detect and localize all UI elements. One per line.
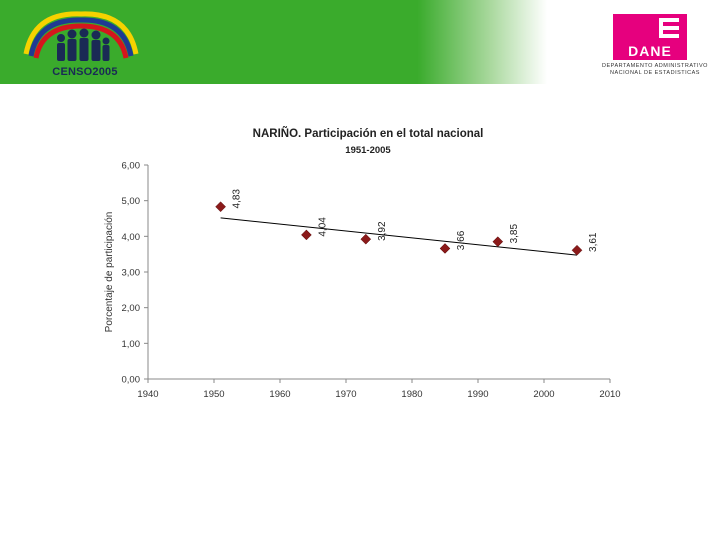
x-tick-label: 1970 bbox=[335, 389, 356, 400]
data-point bbox=[439, 243, 451, 254]
x-tick-label: 2000 bbox=[533, 389, 554, 400]
x-tick-label: 1980 bbox=[401, 389, 422, 400]
x-tick-label: 2010 bbox=[599, 389, 620, 400]
data-label: 3,92 bbox=[377, 221, 388, 241]
data-label: 3,85 bbox=[509, 224, 520, 244]
data-point bbox=[215, 201, 226, 213]
x-tick-label: 1990 bbox=[467, 389, 488, 400]
data-point bbox=[301, 229, 312, 241]
y-axis-label: Porcentaje de participación bbox=[104, 212, 115, 333]
censo-logo-text: CENSO2005 bbox=[52, 66, 118, 78]
data-label: 4,83 bbox=[232, 189, 243, 209]
chart-title: NARIÑO. Participación en el total nacion… bbox=[252, 128, 484, 140]
dane-caption: DEPARTAMENTO ADMINISTRATIVO NACIONAL DE … bbox=[596, 63, 714, 77]
chart-subtitle: 1951-2005 bbox=[345, 145, 391, 156]
trendline bbox=[220, 217, 578, 256]
x-tick-label: 1960 bbox=[269, 389, 290, 400]
y-tick-label: 2,00 bbox=[122, 303, 141, 314]
x-tick-label: 1950 bbox=[203, 389, 224, 400]
y-tick-label: 4,00 bbox=[122, 232, 141, 243]
y-tick-label: 6,00 bbox=[122, 161, 141, 172]
x-tick-label: 1940 bbox=[137, 389, 158, 400]
data-label: 3,61 bbox=[588, 232, 599, 252]
y-tick-label: 0,00 bbox=[122, 375, 141, 386]
data-label: 4,04 bbox=[317, 217, 328, 237]
data-label: 3,66 bbox=[456, 230, 467, 250]
censo-logo bbox=[23, 11, 139, 61]
y-tick-label: 1,00 bbox=[122, 339, 141, 350]
y-tick-label: 3,00 bbox=[122, 268, 141, 279]
dane-caption-line1: DEPARTAMENTO ADMINISTRATIVO bbox=[602, 63, 708, 69]
data-point bbox=[571, 244, 583, 256]
data-point bbox=[360, 233, 372, 245]
dane-logo-text: DANE bbox=[613, 42, 687, 60]
dane-caption-line2: NACIONAL DE ESTADISTICAS bbox=[610, 70, 700, 76]
dane-logo bbox=[613, 14, 687, 42]
y-tick-label: 5,00 bbox=[122, 196, 141, 207]
data-point bbox=[492, 236, 504, 248]
